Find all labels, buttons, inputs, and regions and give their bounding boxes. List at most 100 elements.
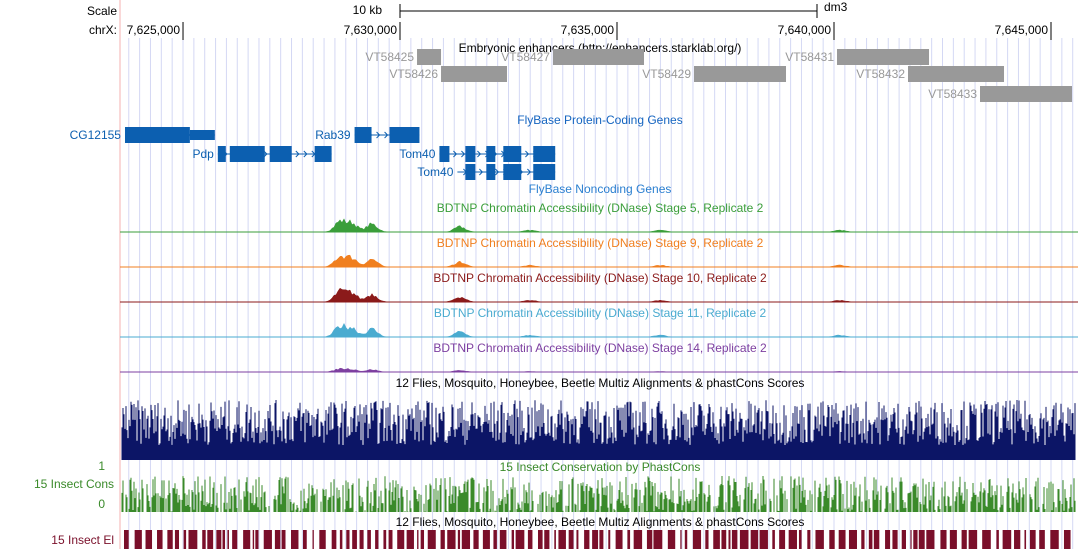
element <box>319 530 326 549</box>
element <box>281 530 286 549</box>
element <box>779 530 786 549</box>
gene-label: Tom40 <box>399 147 435 161</box>
track-title: FlyBase Protein-Coding Genes <box>517 113 682 127</box>
element <box>592 530 599 549</box>
element <box>511 530 515 549</box>
enhancer-label: VT58431 <box>785 50 834 64</box>
enhancer <box>980 86 1073 102</box>
element <box>227 530 229 549</box>
exon <box>503 164 522 180</box>
element <box>367 530 371 549</box>
element <box>473 530 479 549</box>
element <box>188 530 198 549</box>
element <box>873 530 880 549</box>
element <box>359 530 364 549</box>
element <box>420 530 425 549</box>
element <box>918 530 925 549</box>
element <box>940 530 947 549</box>
element <box>961 530 967 549</box>
element <box>331 530 337 549</box>
element <box>885 530 891 549</box>
y-tick-label: 1 <box>98 459 105 473</box>
element <box>263 530 272 549</box>
track-title: BDTNP Chromatin Accessibility (DNase) St… <box>437 236 764 250</box>
strand-arrow <box>453 150 458 158</box>
exon <box>465 164 476 180</box>
exon <box>217 146 226 162</box>
element <box>375 530 379 549</box>
element <box>568 530 574 549</box>
element <box>457 530 461 549</box>
gene-label: Tom40 <box>417 165 453 179</box>
enhancer <box>908 66 1005 82</box>
element <box>615 530 623 549</box>
ruler-label: 7,625,000 <box>127 23 181 37</box>
element <box>728 530 731 549</box>
element <box>584 530 590 549</box>
element <box>406 530 414 549</box>
element <box>829 530 835 549</box>
track-title: Embryonic enhancers (http://enhancers.st… <box>459 41 742 55</box>
exon <box>486 146 496 162</box>
strand-arrow <box>263 150 268 158</box>
strand-arrow <box>527 168 532 176</box>
track-title: BDTNP Chromatin Accessibility (DNase) St… <box>433 341 767 355</box>
enhancer-label: VT58427 <box>501 50 550 64</box>
exon <box>229 146 265 162</box>
element <box>427 530 436 549</box>
exon <box>465 146 476 162</box>
element <box>892 530 898 549</box>
element <box>798 530 802 549</box>
ruler-label: 7,635,000 <box>561 23 615 37</box>
element <box>667 530 676 549</box>
element <box>815 530 824 549</box>
track-title: BDTNP Chromatin Accessibility (DNase) St… <box>437 201 764 215</box>
element <box>124 530 129 549</box>
signal <box>120 367 1078 373</box>
element <box>252 530 255 549</box>
track-title: BDTNP Chromatin Accessibility (DNase) St… <box>434 306 767 320</box>
element <box>633 530 643 549</box>
element <box>174 530 180 549</box>
element <box>627 530 631 549</box>
element <box>1039 530 1045 549</box>
strand-arrow <box>477 150 482 158</box>
element <box>383 530 387 549</box>
element <box>759 530 768 549</box>
element <box>599 530 604 549</box>
element <box>868 530 873 549</box>
exon <box>533 164 556 180</box>
element <box>388 530 393 549</box>
exon <box>189 130 215 140</box>
element <box>731 530 738 549</box>
exon <box>439 146 450 162</box>
element <box>1063 530 1071 549</box>
element <box>721 530 727 549</box>
element <box>134 530 142 549</box>
track-title: 15 Insect Conservation by PhastCons <box>500 460 701 474</box>
element <box>910 530 912 549</box>
track-title: 12 Flies, Mosquito, Honeybee, Beetle Mul… <box>396 376 805 390</box>
side-label: 15 Insect Cons <box>34 477 114 491</box>
element <box>576 530 579 549</box>
element <box>207 530 214 549</box>
element <box>1050 530 1059 549</box>
enhancer-label: VT58432 <box>856 67 905 81</box>
element <box>291 530 299 549</box>
element <box>499 530 507 549</box>
element <box>157 530 163 549</box>
element <box>493 530 497 549</box>
element <box>901 530 906 549</box>
element <box>1024 530 1027 549</box>
strand-arrow <box>384 131 389 139</box>
element <box>515 530 525 549</box>
ruler-label: 7,630,000 <box>344 23 398 37</box>
element <box>482 530 490 549</box>
exon <box>389 127 420 143</box>
element <box>537 530 543 549</box>
strand-arrow <box>376 131 381 139</box>
strand-arrow <box>295 150 300 158</box>
element <box>554 530 556 549</box>
conservation-bars <box>121 400 1076 460</box>
element <box>608 530 611 549</box>
